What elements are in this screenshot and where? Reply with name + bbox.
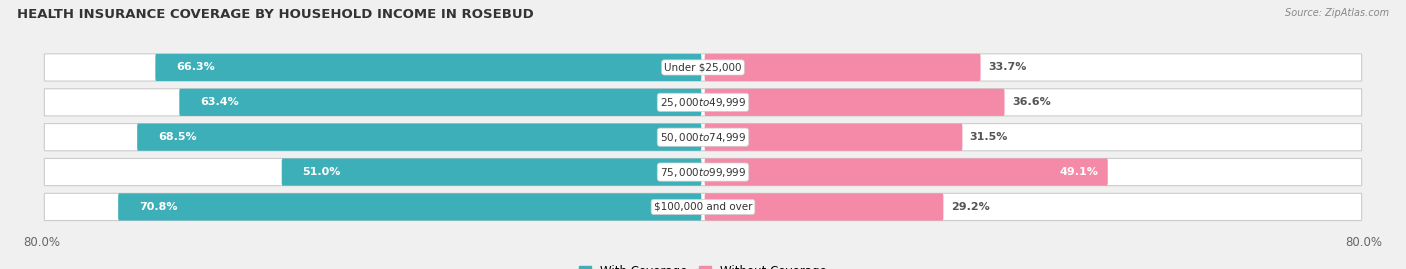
FancyBboxPatch shape [45, 158, 1361, 186]
FancyBboxPatch shape [155, 54, 702, 81]
Text: $25,000 to $49,999: $25,000 to $49,999 [659, 96, 747, 109]
Text: 66.3%: 66.3% [176, 62, 215, 72]
FancyBboxPatch shape [704, 158, 1108, 186]
FancyBboxPatch shape [45, 89, 1361, 116]
Legend: With Coverage, Without Coverage: With Coverage, Without Coverage [579, 265, 827, 269]
Text: 29.2%: 29.2% [950, 202, 990, 212]
Text: Under $25,000: Under $25,000 [664, 62, 742, 72]
Text: 49.1%: 49.1% [1060, 167, 1098, 177]
FancyBboxPatch shape [704, 54, 980, 81]
FancyBboxPatch shape [45, 54, 1361, 81]
Text: 70.8%: 70.8% [139, 202, 177, 212]
Text: HEALTH INSURANCE COVERAGE BY HOUSEHOLD INCOME IN ROSEBUD: HEALTH INSURANCE COVERAGE BY HOUSEHOLD I… [17, 8, 534, 21]
Text: 63.4%: 63.4% [200, 97, 239, 107]
Text: 51.0%: 51.0% [302, 167, 340, 177]
FancyBboxPatch shape [704, 193, 943, 221]
Text: $50,000 to $74,999: $50,000 to $74,999 [659, 131, 747, 144]
FancyBboxPatch shape [138, 123, 702, 151]
FancyBboxPatch shape [281, 158, 702, 186]
Text: $100,000 and over: $100,000 and over [654, 202, 752, 212]
FancyBboxPatch shape [45, 123, 1361, 151]
Text: 31.5%: 31.5% [970, 132, 1008, 142]
FancyBboxPatch shape [180, 89, 702, 116]
FancyBboxPatch shape [704, 123, 962, 151]
Text: Source: ZipAtlas.com: Source: ZipAtlas.com [1285, 8, 1389, 18]
FancyBboxPatch shape [704, 89, 1004, 116]
Text: 36.6%: 36.6% [1012, 97, 1050, 107]
Text: $75,000 to $99,999: $75,000 to $99,999 [659, 165, 747, 179]
FancyBboxPatch shape [118, 193, 702, 221]
FancyBboxPatch shape [45, 193, 1361, 221]
Text: 68.5%: 68.5% [157, 132, 197, 142]
Text: 33.7%: 33.7% [988, 62, 1026, 72]
